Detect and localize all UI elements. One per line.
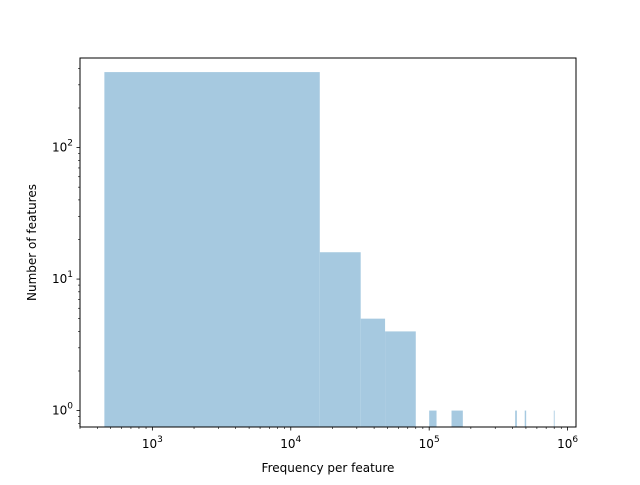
histogram-bar-5 [451,410,463,427]
histogram-bar-7 [524,410,527,427]
histogram-bar-0 [104,72,320,427]
histogram-bar-6 [515,410,517,427]
x-tick-label: 106 [557,435,578,451]
histogram-bar-8 [553,410,555,427]
histogram-bar-4 [429,410,437,427]
plot-frame [79,57,577,428]
x-tick-label: 103 [142,435,163,451]
histogram-bar-2 [360,318,386,427]
y-tick-label: 100 [52,402,73,418]
histogram-bar-1 [319,252,361,427]
x-tick-label: 105 [419,435,440,451]
y-axis-ticks: 100 101 102 [52,68,80,424]
x-axis-ticks: 103 104 105 106 [79,427,578,451]
y-tick-label: 102 [52,139,73,155]
x-axis-title: Frequency per feature [262,461,395,475]
y-tick-label: 101 [52,270,73,286]
bars-group [104,72,555,427]
histogram-bar-3 [385,331,416,427]
x-tick-label: 104 [280,435,301,451]
y-axis-title: Number of features [25,184,39,301]
